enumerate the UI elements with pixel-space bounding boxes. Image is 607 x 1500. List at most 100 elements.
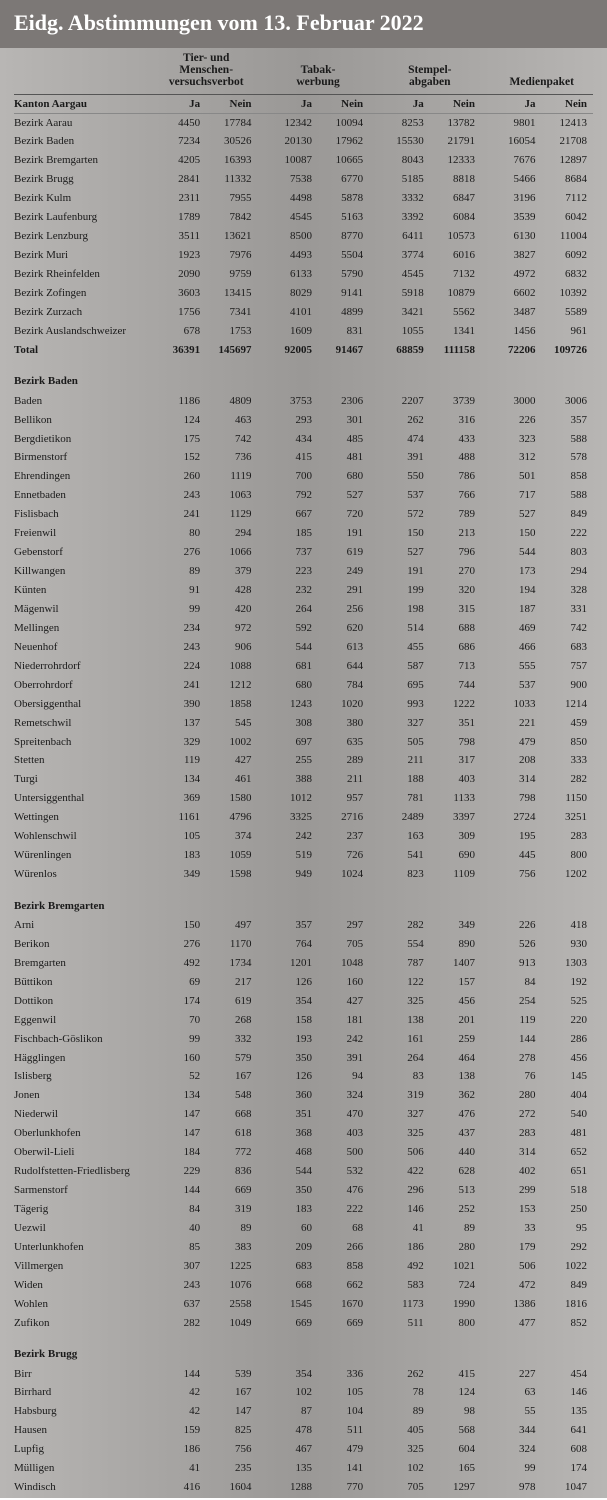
cell-value: 150: [379, 525, 430, 544]
row-label: Bezirk Zofingen: [14, 284, 155, 303]
cell-value: 506: [490, 1257, 541, 1276]
cell-value: 336: [318, 1365, 369, 1384]
table-row: Hausen159825478511405568344641: [14, 1422, 593, 1441]
cell-value: 456: [430, 992, 481, 1011]
cell-value: 652: [542, 1144, 593, 1163]
cell-value: 314: [490, 771, 541, 790]
cell-value: 787: [379, 954, 430, 973]
cell-value: 282: [379, 916, 430, 935]
cell-value: 221: [490, 714, 541, 733]
cell-value: 144: [155, 1182, 206, 1201]
cell-value: 485: [318, 430, 369, 449]
section-header-row: Bezirk Baden: [14, 360, 593, 392]
table-row: Bezirk Rheinfelden2090975961335790454571…: [14, 266, 593, 285]
cell-value: 252: [430, 1201, 481, 1220]
cell-value: 1002: [206, 733, 257, 752]
section-label: Kanton Aargau: [14, 95, 155, 114]
table-row: Jonen134548360324319362280404: [14, 1087, 593, 1106]
cell-value: 669: [267, 1314, 318, 1333]
section-header-label: Bezirk Baden: [14, 360, 593, 392]
cell-value: 1341: [430, 322, 481, 341]
cell-value: 2724: [490, 809, 541, 828]
cell-value: 374: [206, 828, 257, 847]
cell-value: 6016: [430, 247, 481, 266]
cell-value: 416: [155, 1479, 206, 1498]
cell-value: 324: [318, 1087, 369, 1106]
table-row: Berikon2761170764705554890526930: [14, 935, 593, 954]
cell-value: 518: [542, 1182, 593, 1201]
results-page: Eidg. Abstimmungen vom 13. Februar 2022 …: [0, 0, 607, 1498]
cell-value: 420: [206, 600, 257, 619]
cell-value: 357: [542, 411, 593, 430]
table-row: Oberrohrdorf2411212680784695744537900: [14, 676, 593, 695]
row-label: Uezwil: [14, 1219, 155, 1238]
table-row: Fischbach-Göslikon9933219324216125914428…: [14, 1030, 593, 1049]
table-row: Unterlunkhofen85383209266186280179292: [14, 1238, 593, 1257]
cell-value: 1609: [267, 322, 318, 341]
cell-value: 798: [430, 733, 481, 752]
cell-value: 11004: [542, 228, 593, 247]
cell-value: 191: [318, 525, 369, 544]
table-row: Freienwil80294185191150213150222: [14, 525, 593, 544]
cell-value: 317: [430, 752, 481, 771]
cell-value: 476: [318, 1182, 369, 1201]
cell-value: 1033: [490, 695, 541, 714]
cell-value: 537: [490, 676, 541, 695]
cell-value: 6770: [318, 171, 369, 190]
table-row: Bremgarten49217341201104878714079131303: [14, 954, 593, 973]
cell-value: 1604: [206, 1479, 257, 1498]
cell-value: 1047: [542, 1479, 593, 1498]
cell-value: 98: [430, 1403, 481, 1422]
cell-value: 11332: [206, 171, 257, 190]
cell-value: 391: [318, 1049, 369, 1068]
cell-value: 84: [490, 973, 541, 992]
table-row: Würenlingen1831059519726541690445800: [14, 847, 593, 866]
cell-value: 89: [430, 1219, 481, 1238]
group-header: Stempel-: [379, 48, 481, 76]
cell-value: 2306: [318, 392, 369, 411]
cell-value: 138: [430, 1068, 481, 1087]
cell-value: 122: [379, 973, 430, 992]
cell-value: 12342: [267, 114, 318, 133]
cell-value: 1066: [206, 544, 257, 563]
cell-value: 770: [318, 1479, 369, 1498]
table-row: Villmergen307122568385849210215061022: [14, 1257, 593, 1276]
cell-value: 262: [379, 1365, 430, 1384]
cell-value: 380: [318, 714, 369, 733]
cell-value: 578: [542, 449, 593, 468]
cell-value: 161: [379, 1030, 430, 1049]
table-row: Killwangen89379223249191270173294: [14, 563, 593, 582]
cell-value: 772: [206, 1144, 257, 1163]
cell-value: 1243: [267, 695, 318, 714]
cell-value: 92005: [267, 341, 318, 360]
cell-value: 268: [206, 1011, 257, 1030]
cell-value: 308: [267, 714, 318, 733]
cell-value: 481: [542, 1125, 593, 1144]
cell-value: 1055: [379, 322, 430, 341]
cell-value: 354: [267, 992, 318, 1011]
cell-value: 209: [267, 1238, 318, 1257]
cell-value: 497: [206, 916, 257, 935]
table-row: Oberlunkhofen147618368403325437283481: [14, 1125, 593, 1144]
cell-value: 427: [206, 752, 257, 771]
cell-value: 6133: [267, 266, 318, 285]
table-row: Eggenwil70268158181138201119220: [14, 1011, 593, 1030]
cell-value: 620: [318, 619, 369, 638]
cell-value: 99: [155, 1030, 206, 1049]
cell-value: 211: [318, 771, 369, 790]
cell-value: 134: [155, 1087, 206, 1106]
cell-value: 16393: [206, 152, 257, 171]
table-row: Gebenstorf2761066737619527796544803: [14, 544, 593, 563]
cell-value: 242: [267, 828, 318, 847]
cell-value: 488: [430, 449, 481, 468]
cell-value: 145697: [206, 341, 257, 360]
cell-value: 153: [490, 1201, 541, 1220]
cell-value: 669: [318, 1314, 369, 1333]
row-label: Stetten: [14, 752, 155, 771]
cell-value: 445: [490, 847, 541, 866]
cell-value: 368: [267, 1125, 318, 1144]
cell-value: 270: [430, 563, 481, 582]
row-label: Ennetbaden: [14, 487, 155, 506]
cell-value: 957: [318, 790, 369, 809]
cell-value: 1059: [206, 847, 257, 866]
